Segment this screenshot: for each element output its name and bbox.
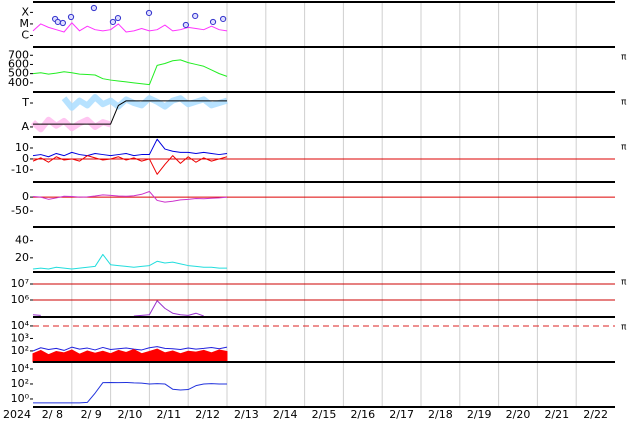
y-tick-label: -50 [11,204,29,217]
y-tick-label: 0 [22,152,29,165]
flare-marker [67,13,75,21]
y-tick-label: X [21,5,29,18]
y-tick-label: M [20,17,30,30]
year-label: 2024 [3,408,31,421]
x-tick-label: 2/ 9 [81,408,102,421]
series-line [32,155,228,175]
y-tick-label: 10⁰ [11,392,30,405]
y-tick-label: 500 [8,67,29,80]
x-tick-label: 2/15 [312,408,337,421]
y-tick-label: 600 [8,57,29,70]
side-mark: π [621,323,627,333]
y-tick-label: 10² [11,377,29,390]
x-tick-label: 2/19 [467,408,492,421]
series-line [33,100,227,125]
side-mark: π [621,278,627,288]
x-tick-label: 2/13 [234,408,259,421]
x-tick-label: 2/20 [506,408,531,421]
flare-marker [54,18,61,26]
y-tick-label: 400 [8,76,29,89]
y-tick-label: 0 [22,190,29,203]
series-line [32,191,228,203]
y-tick-label: -10 [11,163,29,176]
x-tick-label: 2/12 [195,408,220,421]
series-line [33,381,227,404]
flare-marker [145,9,153,17]
series-line [32,138,228,158]
flare-marker [192,12,199,20]
y-tick-label: 10⁶ [11,293,30,306]
side-mark: π [621,98,627,108]
series-area [32,348,228,363]
side-mark: π [621,143,627,153]
side-mark: π [621,53,627,63]
flare-marker [59,19,66,27]
y-tick-label: T [21,96,29,109]
x-tick-label: 2/16 [350,408,375,421]
flare-marker [109,18,117,26]
series-line [32,253,227,270]
series-line [32,346,228,352]
series-line [61,94,228,111]
flare-marker [209,18,217,26]
x-tick-label: 2/11 [156,408,181,421]
series-line [33,301,227,316]
y-tick-label: 10⁷ [11,277,29,290]
flare-marker [114,14,122,22]
flare-marker [220,15,227,23]
y-tick-label: 10⁴ [11,319,30,332]
y-tick-label: 40 [15,234,29,247]
y-tick-label: A [21,120,29,133]
series-line [32,59,228,86]
series-line [32,22,228,33]
x-tick-label: 2/ 8 [42,408,63,421]
y-tick-label: 10² [11,344,29,357]
x-tick-label: 2/14 [273,408,298,421]
x-tick-label: 2/22 [583,408,608,421]
x-tick-label: 2/18 [428,408,453,421]
y-tick-label: 10⁴ [11,362,30,375]
x-tick-label: 2/17 [389,408,414,421]
flare-marker [182,21,189,29]
x-tick-label: 2/10 [118,408,143,421]
y-tick-label: 700 [8,48,29,61]
y-tick-label: C [21,28,29,41]
flare-marker [90,4,98,12]
y-tick-label: 10³ [11,331,29,344]
x-tick-label: 2/21 [544,408,569,421]
y-tick-label: 20 [15,251,29,264]
series-line [30,116,112,133]
y-tick-label: 10 [15,141,29,154]
